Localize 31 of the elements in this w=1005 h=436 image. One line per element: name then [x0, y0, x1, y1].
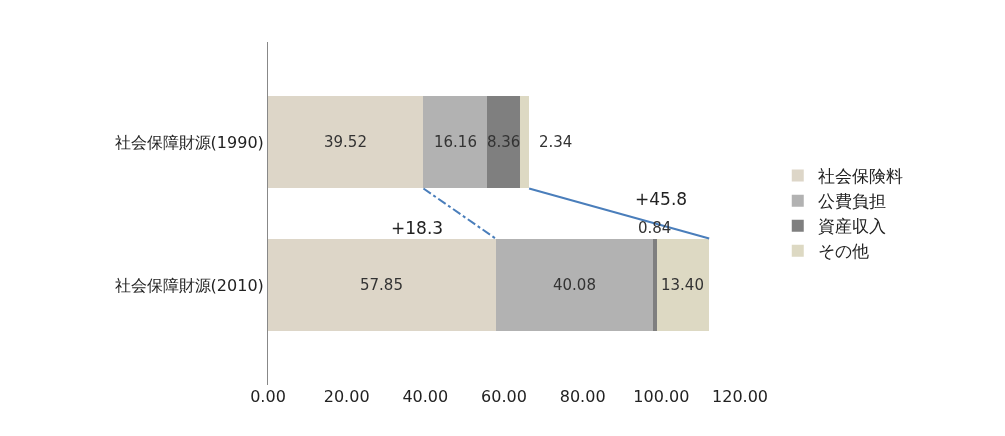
bar — [423, 95, 488, 189]
bar — [487, 95, 520, 189]
bar — [268, 238, 496, 332]
data-label: 57.85 — [360, 276, 403, 294]
data-label: 8.36 — [487, 133, 521, 151]
x-tick-label: 80.00 — [559, 387, 606, 406]
x-tick-label: 40.00 — [402, 387, 449, 406]
x-tick-label: 60.00 — [481, 387, 527, 406]
legend-label: 社会保険料 — [817, 166, 903, 187]
x-tick-label: 120.00 — [712, 387, 768, 406]
bar — [519, 95, 530, 189]
legend-label: 公費負担 — [817, 191, 886, 212]
data-label: 39.52 — [324, 133, 367, 151]
y-tick-label: 社会保障財源(1990) — [114, 132, 264, 152]
bar — [268, 95, 424, 189]
data-label: 40.08 — [553, 276, 596, 294]
annotation: +45.8 — [635, 189, 688, 209]
data-label: 0.84 — [638, 219, 672, 237]
y-tick-label: 社会保障財源(2010) — [114, 275, 264, 295]
data-label: 16.16 — [434, 133, 477, 151]
x-tick-label: 0.00 — [250, 387, 286, 406]
bar — [653, 238, 657, 332]
bar — [495, 238, 654, 332]
annotation: +18.3 — [391, 218, 444, 238]
x-tick-label: 20.00 — [323, 387, 370, 406]
legend-label: その他 — [817, 241, 869, 262]
bar — [656, 238, 710, 332]
data-label: 13.40 — [661, 276, 704, 294]
data-label: 2.34 — [539, 133, 573, 151]
x-tick-label: 100.00 — [633, 387, 690, 406]
legend-label: 資産収入 — [817, 216, 886, 237]
